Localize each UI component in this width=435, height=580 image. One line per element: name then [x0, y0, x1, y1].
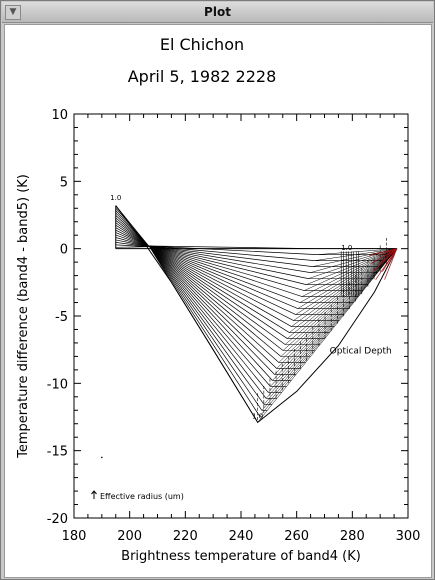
red-curve	[377, 248, 397, 256]
stray-dot	[101, 456, 103, 459]
red-curve	[379, 248, 398, 264]
fan-ray	[274, 248, 398, 375]
fan-ray	[270, 248, 398, 387]
fan-curve	[148, 245, 288, 339]
fan-curve	[148, 245, 267, 399]
plot-lines	[115, 205, 398, 424]
legend: Effective radius (um)	[91, 490, 184, 501]
legend-text: Effective radius (um)	[100, 492, 184, 501]
fan-curve	[148, 245, 280, 363]
fan-curve	[148, 245, 282, 357]
upper-curve	[115, 227, 150, 247]
fan-curve	[148, 245, 269, 393]
fan-curve	[148, 245, 265, 405]
upper-curve	[115, 246, 150, 248]
fan-curve	[149, 245, 307, 285]
annotation-label: 1.0	[252, 412, 263, 420]
fan-ray	[287, 248, 398, 339]
annotation-label: 1.0	[110, 194, 121, 202]
upper-curve	[115, 232, 150, 247]
red-curve	[384, 248, 398, 280]
x-axis-ticks: 180 200 220 240 260 280 300	[62, 114, 421, 544]
chart-subtitle: April 5, 1982 2228	[128, 67, 277, 86]
fan-ray	[261, 248, 398, 411]
fan-curve	[148, 245, 286, 345]
y-tick-label: -5	[55, 310, 68, 325]
fan-ray	[265, 248, 398, 399]
upper-curve	[115, 239, 150, 247]
x-tick-label: 220	[173, 529, 198, 544]
fan-curve	[148, 245, 292, 327]
legend-arrow-icon	[91, 490, 97, 499]
y-axis-ticks: 10 5 0 -5 -10 -15 -20	[47, 108, 408, 527]
red-curve	[382, 248, 398, 272]
y-tick-label: 0	[60, 243, 68, 258]
x-axis-label: Brightness temperature of band4 (K)	[121, 549, 361, 564]
annotation-label: 1.0	[341, 244, 352, 252]
fan-curve	[148, 245, 273, 381]
x-tick-label: 240	[229, 529, 254, 544]
fan-curve	[148, 245, 263, 411]
fan-curve	[149, 245, 301, 303]
fan-curve	[148, 245, 290, 333]
fan-curve	[149, 245, 309, 279]
red-curve	[388, 248, 398, 264]
annotation-label: Optical Depth	[330, 347, 392, 357]
fan-curve	[148, 245, 284, 351]
window-menu-icon[interactable]: ▼	[5, 5, 21, 20]
upper-curve	[115, 237, 150, 247]
y-tick-label: -20	[47, 512, 68, 527]
y-tick-label: -15	[47, 445, 68, 460]
y-axis-label: Temperature difference (band4 - band5) (…	[16, 174, 31, 459]
upper-curve	[115, 242, 150, 247]
fan-curve	[148, 245, 277, 369]
fan-curve	[149, 245, 311, 273]
fan-ray	[316, 248, 397, 255]
y-tick-label: 5	[60, 175, 68, 190]
fan-curve	[149, 245, 313, 267]
fan-curve	[148, 245, 271, 387]
y-tick-label: 10	[51, 108, 68, 123]
annotations: 1.0 Optical Depth 1.0 1.0	[101, 194, 392, 459]
fan-curve	[149, 245, 317, 256]
red-curve	[386, 248, 398, 256]
x-tick-label: 300	[396, 529, 421, 544]
upper-curve	[115, 244, 150, 247]
title-bar[interactable]: ▼ Plot	[2, 2, 433, 23]
fan-curve	[148, 245, 261, 417]
fan-ray	[291, 248, 398, 327]
fan-curve	[149, 245, 296, 315]
upper-curve	[115, 234, 150, 247]
red-curve	[368, 248, 397, 256]
x-tick-label: 280	[340, 529, 365, 544]
upper-curve	[115, 229, 150, 247]
chart-svg: El Chichon April 5, 1982 2228 180 200 220 2…	[16, 35, 421, 564]
fan-ray	[304, 248, 397, 291]
chart-title: El Chichon	[160, 35, 244, 54]
x-tick-label: 200	[117, 529, 142, 544]
fan-curve	[149, 245, 315, 261]
fan-curve	[149, 245, 319, 250]
fan-ray	[312, 248, 397, 267]
y-tick-label: -10	[47, 377, 68, 392]
x-tick-label: 180	[62, 529, 87, 544]
plot-area: El Chichon April 5, 1982 2228 180 200 220 2…	[4, 24, 432, 578]
fan-curve	[148, 245, 294, 321]
fan-ray	[257, 248, 398, 423]
x-tick-label: 260	[284, 529, 309, 544]
fan-curve	[149, 245, 305, 291]
fan-curve	[148, 245, 275, 375]
envelope-line	[115, 205, 398, 424]
window-title: Plot	[204, 5, 231, 19]
fan-curve	[149, 245, 298, 309]
fan-curve	[149, 245, 303, 297]
fan-ray	[282, 248, 398, 351]
